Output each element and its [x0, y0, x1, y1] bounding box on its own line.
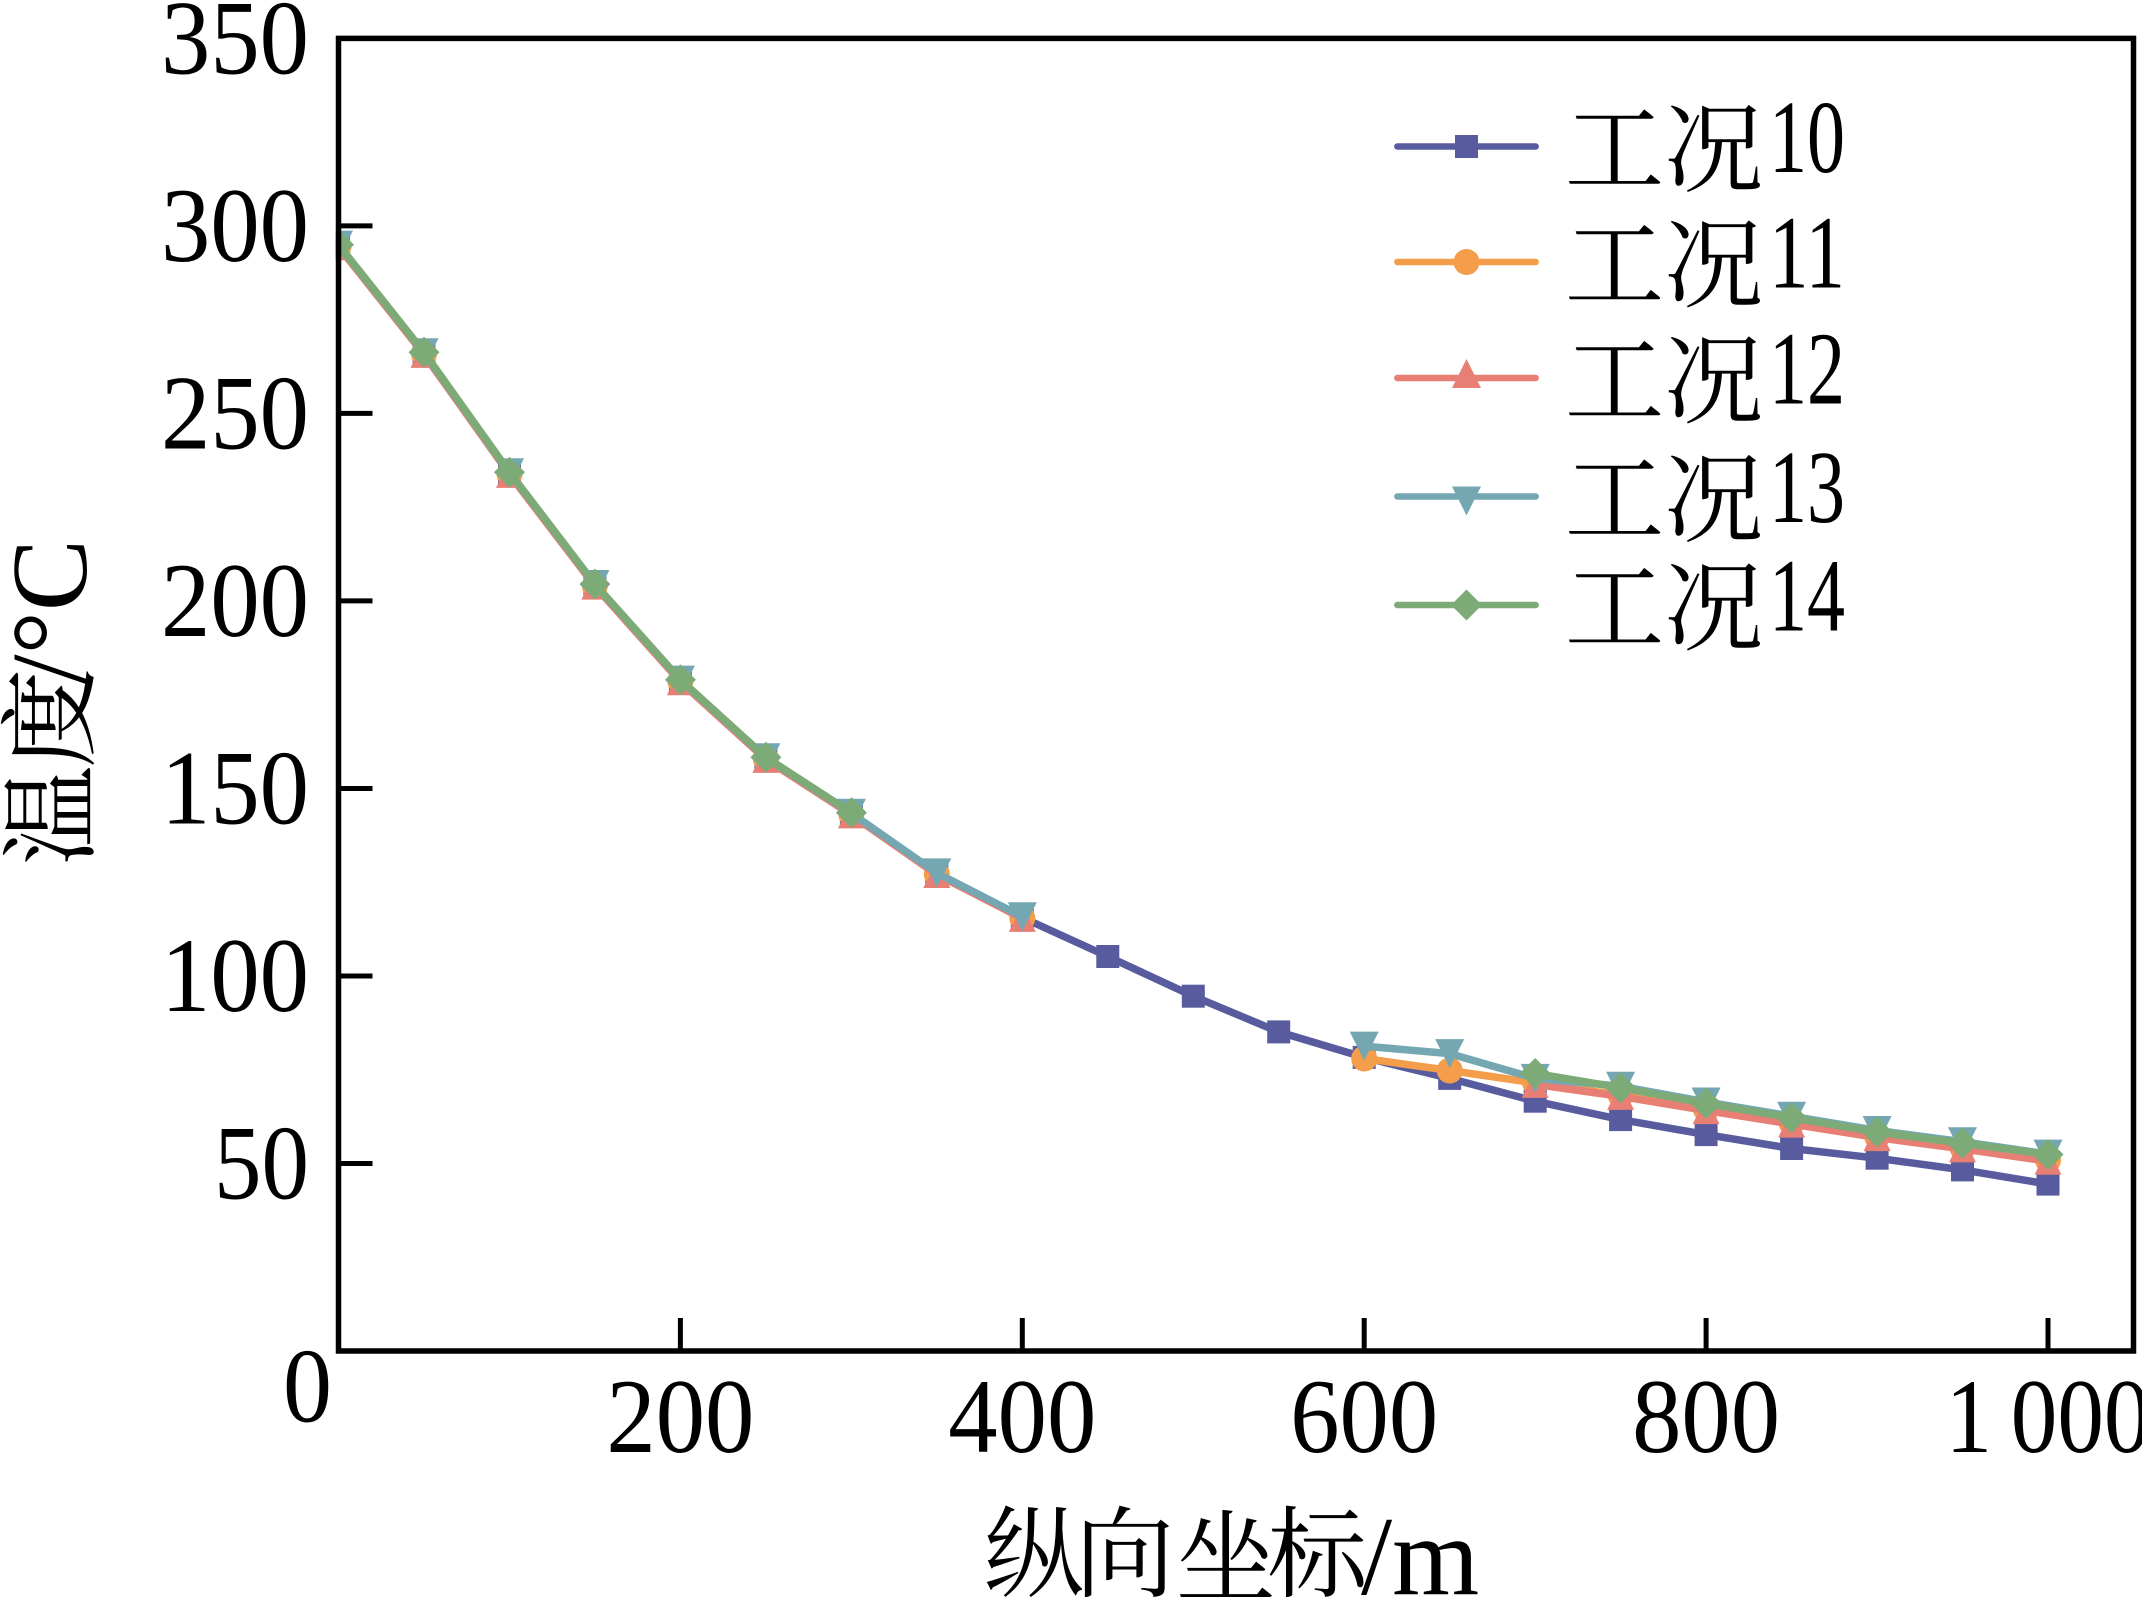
- svg-text:50: 50: [214, 1105, 309, 1222]
- svg-text:300: 300: [161, 167, 309, 284]
- svg-text:600: 600: [1290, 1358, 1438, 1475]
- svg-text:12: 12: [1769, 311, 1845, 426]
- svg-text:100: 100: [161, 917, 309, 1034]
- svg-text:10: 10: [1769, 80, 1845, 195]
- svg-text:0: 0: [283, 1328, 332, 1445]
- svg-text:250: 250: [161, 355, 309, 472]
- svg-text:200: 200: [606, 1358, 754, 1475]
- svg-text:/°C: /°C: [0, 539, 110, 684]
- svg-text:350: 350: [161, 0, 309, 97]
- svg-text:14: 14: [1769, 538, 1845, 653]
- svg-text:150: 150: [161, 730, 309, 847]
- svg-text:1 000: 1 000: [1946, 1358, 2142, 1475]
- svg-text:800: 800: [1632, 1358, 1780, 1475]
- svg-text:11: 11: [1769, 195, 1845, 310]
- svg-text:200: 200: [161, 542, 309, 659]
- svg-text:400: 400: [948, 1358, 1096, 1475]
- svg-text:/m: /m: [1361, 1495, 1479, 1601]
- svg-text:13: 13: [1769, 430, 1845, 545]
